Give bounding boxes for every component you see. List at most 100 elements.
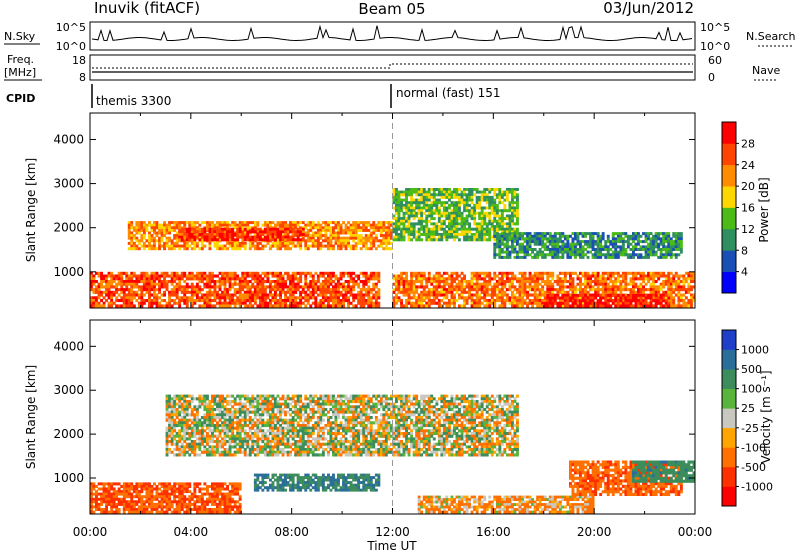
- power-cell: [150, 285, 154, 289]
- power-cell: [513, 230, 517, 234]
- power-cell: [218, 277, 222, 281]
- power-cell: [450, 203, 454, 207]
- power-cell: [621, 271, 625, 275]
- power-cell: [528, 280, 532, 284]
- power-cell: [248, 244, 252, 248]
- power-cell: [105, 282, 108, 286]
- power-cell: [450, 271, 454, 275]
- power-cell: [160, 244, 164, 248]
- power-cell: [591, 296, 595, 300]
- power-cell: [455, 222, 459, 226]
- power-cell: [251, 271, 255, 275]
- power-cell: [626, 296, 630, 300]
- power-cell: [448, 288, 451, 292]
- power-cell: [256, 277, 260, 281]
- power-cell: [574, 242, 577, 246]
- power-cell: [528, 293, 532, 297]
- power-cell: [463, 217, 466, 221]
- power-cell: [304, 285, 308, 289]
- power-cell: [165, 282, 169, 286]
- power-cell: [468, 285, 471, 289]
- power-cell: [505, 237, 509, 241]
- power-cell: [324, 282, 328, 286]
- power-cell: [490, 227, 494, 231]
- power-cell: [657, 237, 661, 241]
- power-cell: [395, 233, 398, 236]
- power-cell: [455, 193, 459, 197]
- power-cell: [498, 240, 502, 244]
- power-cell: [488, 293, 492, 297]
- power-cell: [528, 271, 532, 275]
- power-cell: [437, 293, 441, 297]
- power-cell: [289, 282, 292, 286]
- power-cell: [90, 296, 93, 300]
- power-cell: [233, 274, 237, 278]
- power-cell: [558, 282, 562, 286]
- power-cell: [488, 235, 492, 239]
- power-cell: [304, 304, 308, 308]
- power-cell: [654, 288, 658, 292]
- power-cell: [455, 299, 459, 303]
- power-cell: [533, 293, 537, 297]
- power-cell: [344, 239, 348, 243]
- power-cell: [344, 228, 348, 232]
- power-cell: [127, 282, 131, 286]
- power-cell: [647, 288, 650, 292]
- power-cell: [422, 290, 426, 294]
- power-cell: [155, 293, 159, 297]
- power-cell: [541, 301, 545, 305]
- power-cell: [193, 244, 197, 248]
- power-cell: [372, 241, 376, 245]
- power-cell: [634, 242, 638, 246]
- power-cell: [485, 299, 489, 303]
- power-cell: [246, 282, 250, 286]
- power-cell: [170, 271, 174, 275]
- power-cell: [642, 288, 645, 292]
- power-cell: [183, 233, 187, 236]
- power-cell: [556, 245, 560, 249]
- power-cell: [140, 304, 144, 308]
- power-cell: [541, 242, 545, 246]
- power-cell: [508, 217, 512, 221]
- power-cell: [316, 293, 320, 297]
- power-cell: [445, 190, 449, 194]
- power-cell: [97, 288, 101, 292]
- power-cell: [183, 290, 187, 294]
- power-cell: [647, 255, 650, 259]
- power-cell: [679, 280, 683, 284]
- power-cell: [490, 277, 494, 281]
- power-cell: [596, 248, 600, 251]
- power-cell: [556, 232, 560, 236]
- power-cell: [405, 301, 408, 305]
- power-cell: [604, 282, 608, 286]
- power-cell: [410, 296, 413, 300]
- power-cell: [503, 234, 507, 238]
- power-cell: [342, 288, 345, 292]
- power-cell: [112, 293, 116, 297]
- power-cell: [299, 221, 303, 225]
- power-cell: [483, 285, 487, 289]
- power-cell: [301, 301, 305, 305]
- power-cell: [478, 203, 482, 207]
- power-cell: [679, 296, 683, 300]
- power-cell: [357, 236, 361, 240]
- power-cell: [642, 277, 645, 281]
- power-cell: [337, 293, 340, 297]
- power-cell: [634, 237, 638, 241]
- power-cell: [349, 236, 353, 240]
- power-cell: [536, 253, 540, 257]
- power-cell: [432, 211, 436, 215]
- power-cell: [274, 293, 277, 297]
- power-cell: [140, 236, 144, 240]
- power-cell: [518, 232, 522, 236]
- power-cell: [430, 277, 434, 281]
- power-cell: [246, 271, 250, 275]
- power-cell: [352, 299, 356, 303]
- power-cell: [218, 282, 222, 286]
- power-cell: [490, 188, 494, 191]
- power-cell: [324, 226, 328, 230]
- power-cell: [430, 227, 434, 231]
- power-cell: [437, 282, 441, 286]
- power-cell: [465, 188, 469, 191]
- power-cell: [478, 301, 482, 305]
